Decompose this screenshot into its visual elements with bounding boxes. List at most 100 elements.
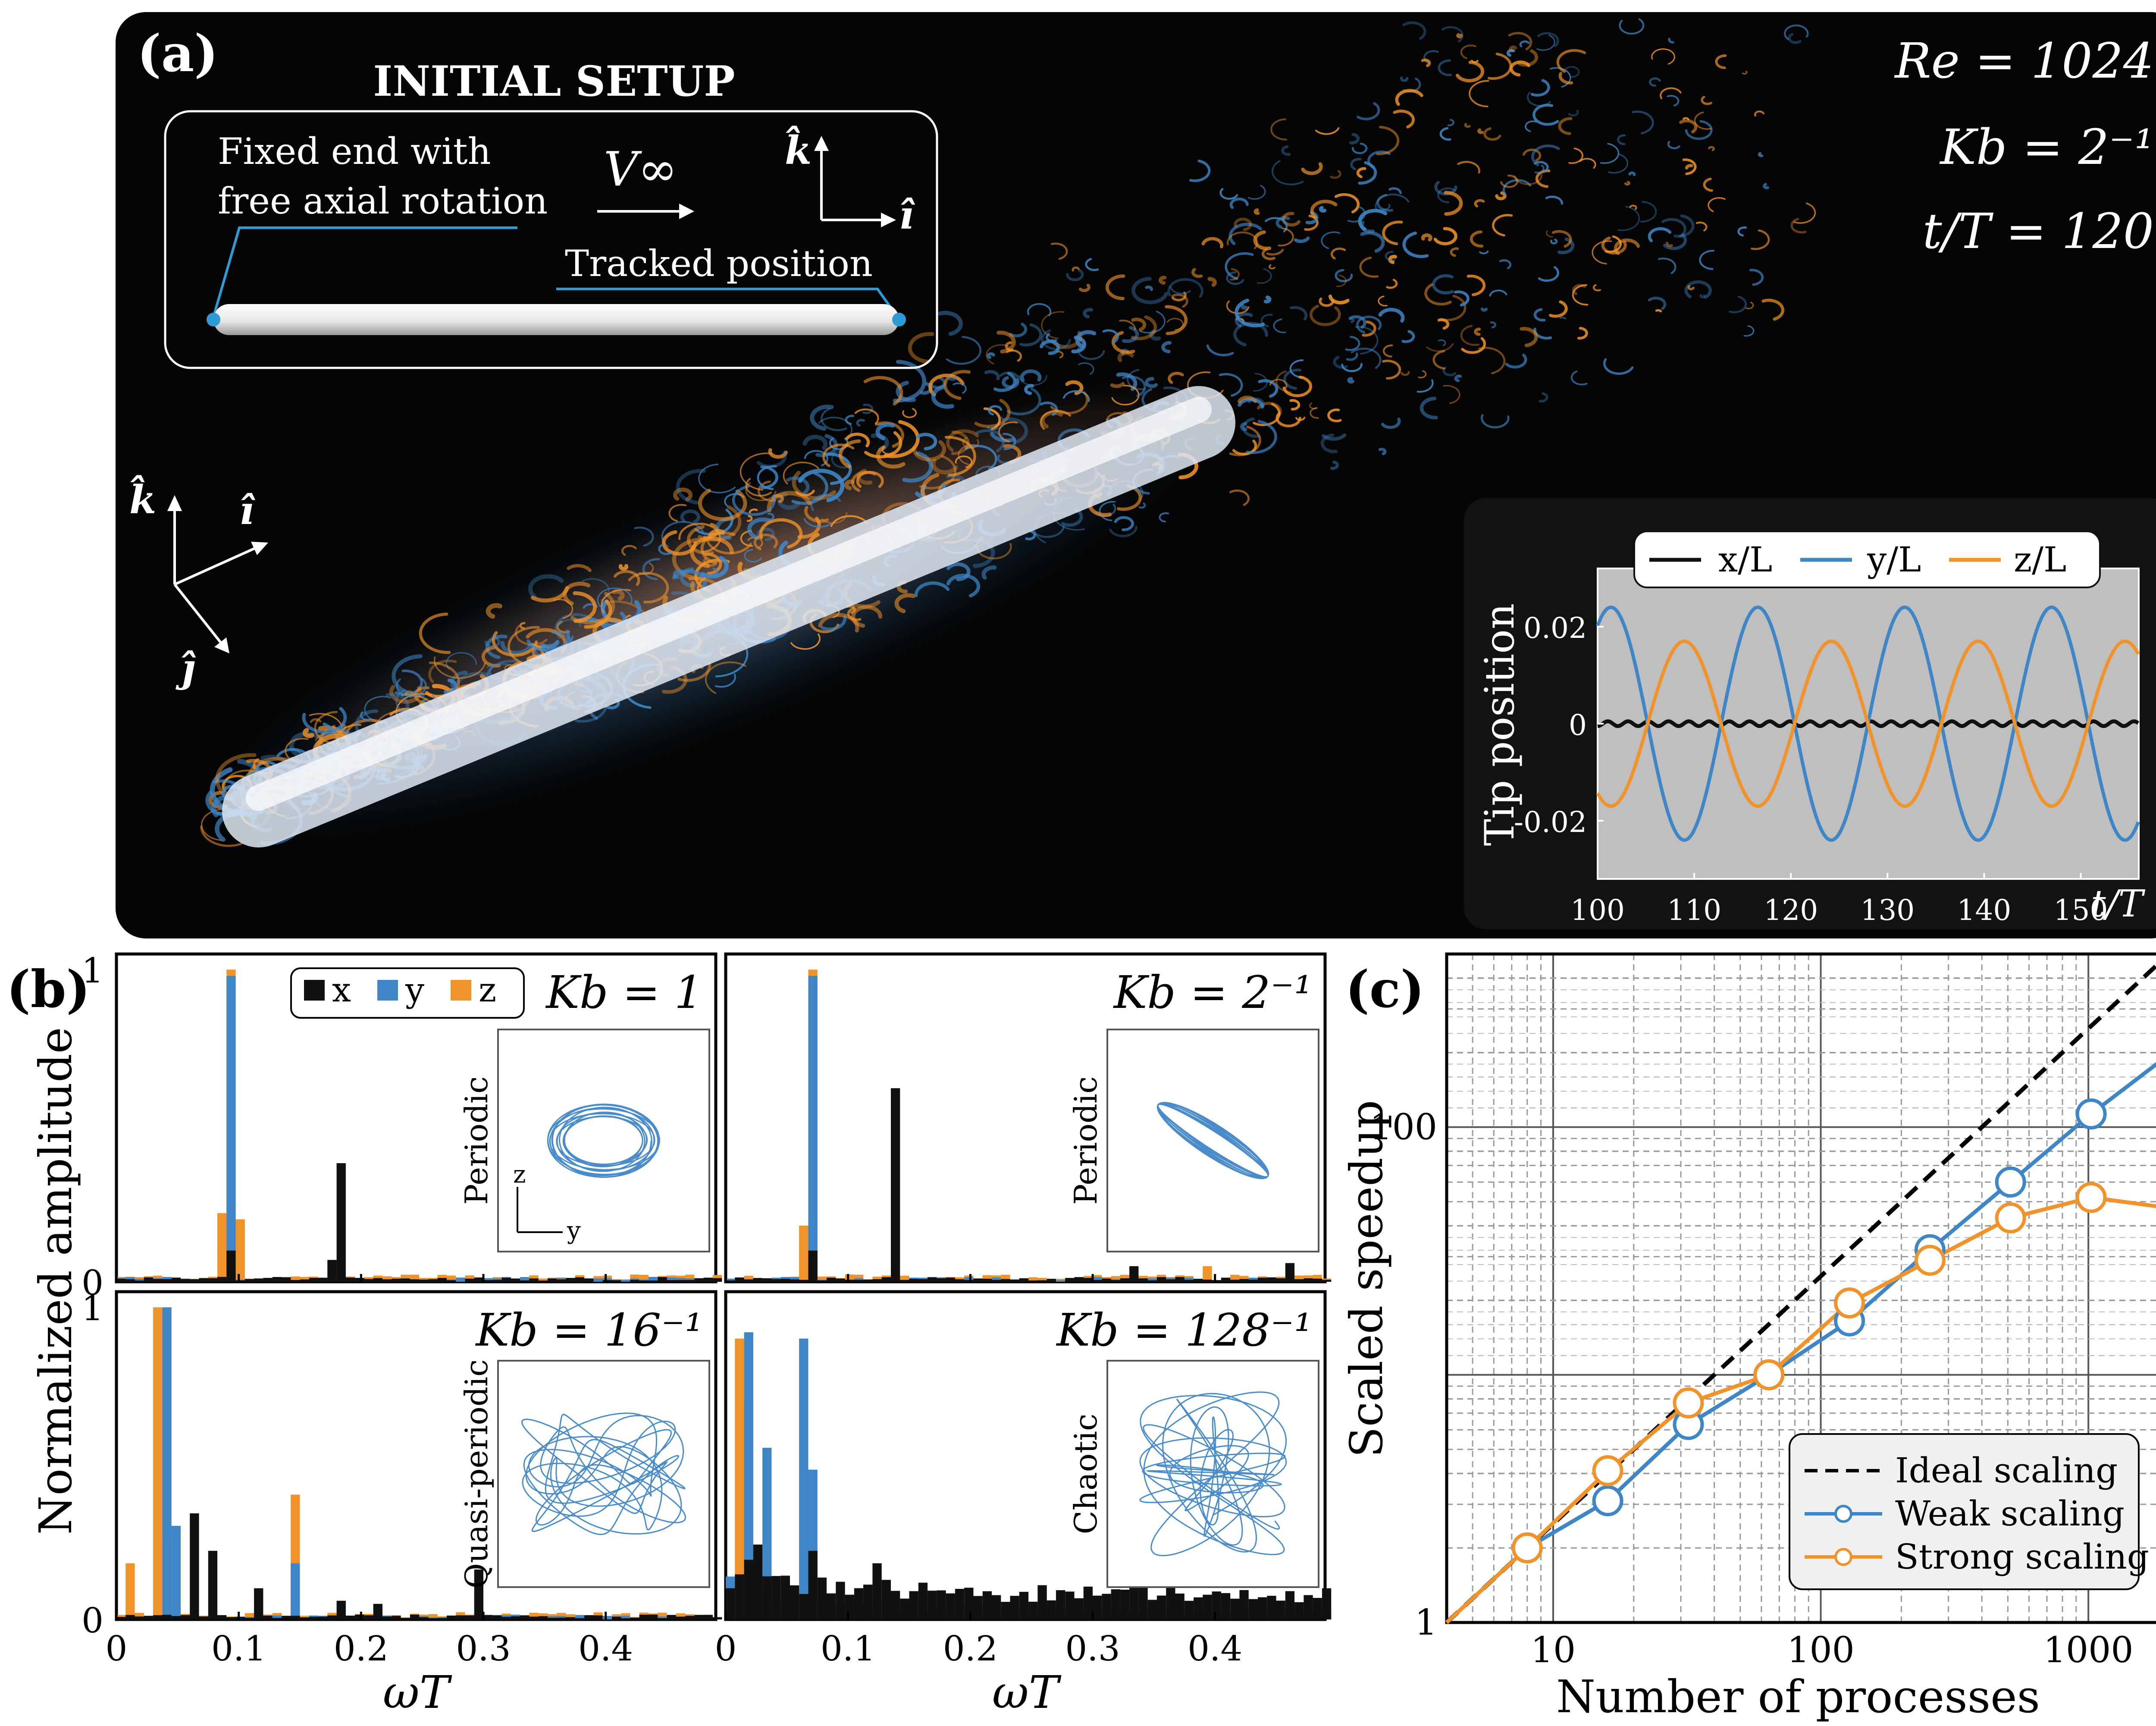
vortex-swirl [1432,274,1454,295]
vortex-swirl [1474,199,1485,207]
vortex-swirl [1258,379,1279,398]
reynolds-number: Re = 1024 [1894,33,2154,89]
spectrum-bar-x [703,1277,713,1282]
vortex-swirl [1793,202,1816,224]
vortex-swirl [1003,433,1016,450]
spectrum-bar-x [762,1278,772,1282]
scaling-xlabel: Number of processes [1556,1670,2040,1723]
vortex-swirl [1441,26,1464,43]
vortex-swirl [1679,119,1698,134]
triad-k-label: k̂ [129,475,156,523]
vortex-swirl [1117,351,1134,362]
spectrum-xtick-label: 0.1 [821,1629,875,1669]
vortex-swirl [1116,372,1138,391]
vortex-swirl [1788,33,1802,44]
vortex-swirl [1386,279,1398,289]
vortex-swirl [1000,371,1020,385]
spectrum-bar-x [955,1589,965,1619]
fixed-end-label-2: free axial rotation [218,180,548,222]
spectrum-bar-x [327,1260,337,1282]
spectrum-bar-x [685,1616,695,1619]
spectrum-bar-x [199,1278,208,1282]
vortex-swirl [951,430,970,455]
spectrum-bar-x [244,1618,254,1619]
vortex-swirl [1327,408,1342,423]
vortex-swirl [1018,375,1047,386]
spectrum-bar-x [845,1280,854,1282]
vortex-swirl [1219,373,1243,397]
vortex-swirl [694,559,730,593]
vortex-swirl [1556,49,1586,73]
vortex-swirl [1189,160,1211,182]
vortex-swirl [1510,60,1530,77]
spectrum-bar-x [492,1615,502,1619]
spectrum-bar-x [162,1615,172,1619]
vortex-swirl [481,646,501,668]
vortex-swirl [1545,195,1563,205]
vortex-swirl [639,562,654,575]
spectrum-bar-y [226,976,236,1282]
panel-a-label: (a) [137,23,218,83]
vortex-swirl [810,405,834,431]
panel-b-ylabel: Normalized amplitude [29,1027,82,1535]
vortex-swirl [672,569,707,590]
tip-xtick-label: 120 [1764,894,1818,927]
spectrum-bar-x [520,1615,530,1619]
vortex-swirl [740,530,753,547]
spectrum-bar-x [1285,1263,1295,1282]
spectrum-bar-y [808,976,818,1282]
vortex-swirl [1006,387,1041,416]
vortex-swirl [1649,77,1661,87]
spectrum-bar-x [1028,1280,1038,1282]
spectrum-bar-x [1248,1280,1258,1282]
spectrum-bar-x [208,1278,218,1282]
vortex-swirl [862,403,874,414]
vortex-swirl [1685,120,1713,140]
vortex-swirl [844,479,855,490]
spectrum-bar-z [125,1563,135,1619]
vortex-swirl [975,429,1005,452]
phase-trajectory [1156,1102,1269,1180]
spectrum-bar-x [639,1280,649,1282]
vortex-swirl [1483,127,1501,141]
scaling-xtick-label: 100 [1787,1630,1855,1671]
vortex-swirl [1533,308,1546,322]
spectrum-bar-x [410,1614,420,1619]
vortex-swirl [1381,417,1401,429]
vortex-swirl [1536,35,1555,51]
spectrum-bar-y [520,1277,530,1282]
spectrum-bar-x [964,1280,974,1282]
spectrum-bar-x [419,1617,429,1619]
vortex-swirl [1684,280,1712,299]
spectrum-bar-x [1028,1601,1038,1619]
vortex-swirl [1071,336,1086,354]
spectrum-bar-x [780,1279,790,1282]
vortex-swirl [677,662,711,682]
phase-trajectory [521,1412,686,1535]
spectrum-bar-x [1166,1279,1175,1282]
vortex-swirl [1289,399,1300,411]
spectrum-bar-x [808,1550,818,1619]
vortex-swirl [708,529,725,540]
vortex-swirl [1040,401,1058,416]
vortex-swirl [1519,40,1530,47]
vortex-swirl [1283,368,1302,390]
spectrum-bar-x [1239,1279,1249,1282]
tip-legend-x: x/L [1718,540,1772,580]
spectrum-bar-x [392,1616,401,1619]
vortex-swirl [200,825,243,847]
vortex-swirl [747,537,763,548]
tip-ytick-label: -0.02 [1514,806,1587,839]
spectrum-bar-x [226,1617,236,1619]
vortex-swirl [1034,525,1065,538]
spectrum-bar-x [300,1279,309,1282]
spectrum-bar-x [1019,1278,1029,1282]
tip-xtick-label: 130 [1860,894,1915,927]
vortex-swirl [658,544,672,555]
vortex-swirl [1263,295,1272,304]
vortex-swirl [1434,181,1457,196]
vortex-swirl [1509,45,1517,53]
vortex-swirl [919,455,956,490]
spectrum-bar-x [125,1615,135,1619]
vortex-swirl [1336,275,1347,287]
